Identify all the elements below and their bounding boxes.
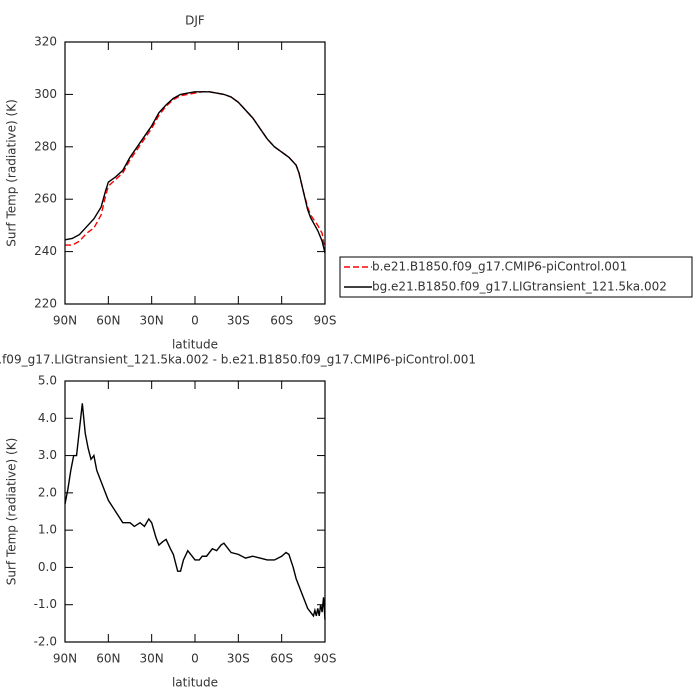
x-axis-label: latitude: [172, 676, 218, 690]
x-axis-label: latitude: [172, 338, 218, 352]
y-tick-label: 3.0: [38, 448, 57, 462]
y-tick-label: 4.0: [38, 411, 57, 425]
x-tick-label: 30N: [140, 652, 164, 666]
y-tick-label: 220: [34, 297, 57, 311]
x-tick-label: 0: [191, 652, 199, 666]
x-tick-label: 60N: [96, 314, 120, 328]
data-line: [64, 403, 326, 620]
plot-frame: [64, 41, 326, 305]
y-tick-label: 320: [34, 35, 57, 49]
x-tick-label: 60S: [270, 314, 293, 328]
y-tick-label: 5.0: [38, 374, 57, 388]
legend-label: b.e21.B1850.f09_g17.CMIP6-piControl.001: [372, 260, 627, 274]
plot-frame: [64, 380, 326, 643]
x-tick-label: 90N: [53, 314, 77, 328]
data-line: [64, 91, 326, 254]
y-axis-label: Surf Temp (radiative) (K): [5, 438, 19, 586]
y-tick-label: 280: [34, 139, 57, 153]
x-tick-label: 90S: [314, 314, 337, 328]
data-line: [65, 91, 326, 252]
y-tick-label: -1.0: [34, 597, 57, 611]
legend-box: [339, 256, 693, 298]
y-tick-label: -2.0: [34, 635, 57, 649]
x-tick-label: 60N: [96, 652, 120, 666]
x-tick-label: 30N: [140, 314, 164, 328]
x-tick-label: 30S: [227, 314, 250, 328]
chart-title: bg.e21.B1850.f09_g17.LIGtransient_121.5k…: [0, 353, 476, 367]
x-tick-label: 90S: [314, 652, 337, 666]
x-tick-label: 30S: [227, 652, 250, 666]
chart-title: DJF: [185, 14, 205, 28]
y-tick-label: 240: [34, 244, 57, 258]
legend-label: bg.e21.B1850.f09_g17.LIGtransient_121.5k…: [372, 280, 667, 294]
x-tick-label: 60S: [270, 652, 293, 666]
y-tick-label: 260: [34, 192, 57, 206]
y-tick-label: 1.0: [38, 523, 57, 537]
y-tick-label: 300: [34, 87, 57, 101]
y-axis-label: Surf Temp (radiative) (K): [5, 99, 19, 247]
x-tick-label: 0: [191, 314, 199, 328]
y-tick-label: 2.0: [38, 485, 57, 499]
y-tick-label: 0.0: [38, 560, 57, 574]
x-tick-label: 90N: [53, 652, 77, 666]
